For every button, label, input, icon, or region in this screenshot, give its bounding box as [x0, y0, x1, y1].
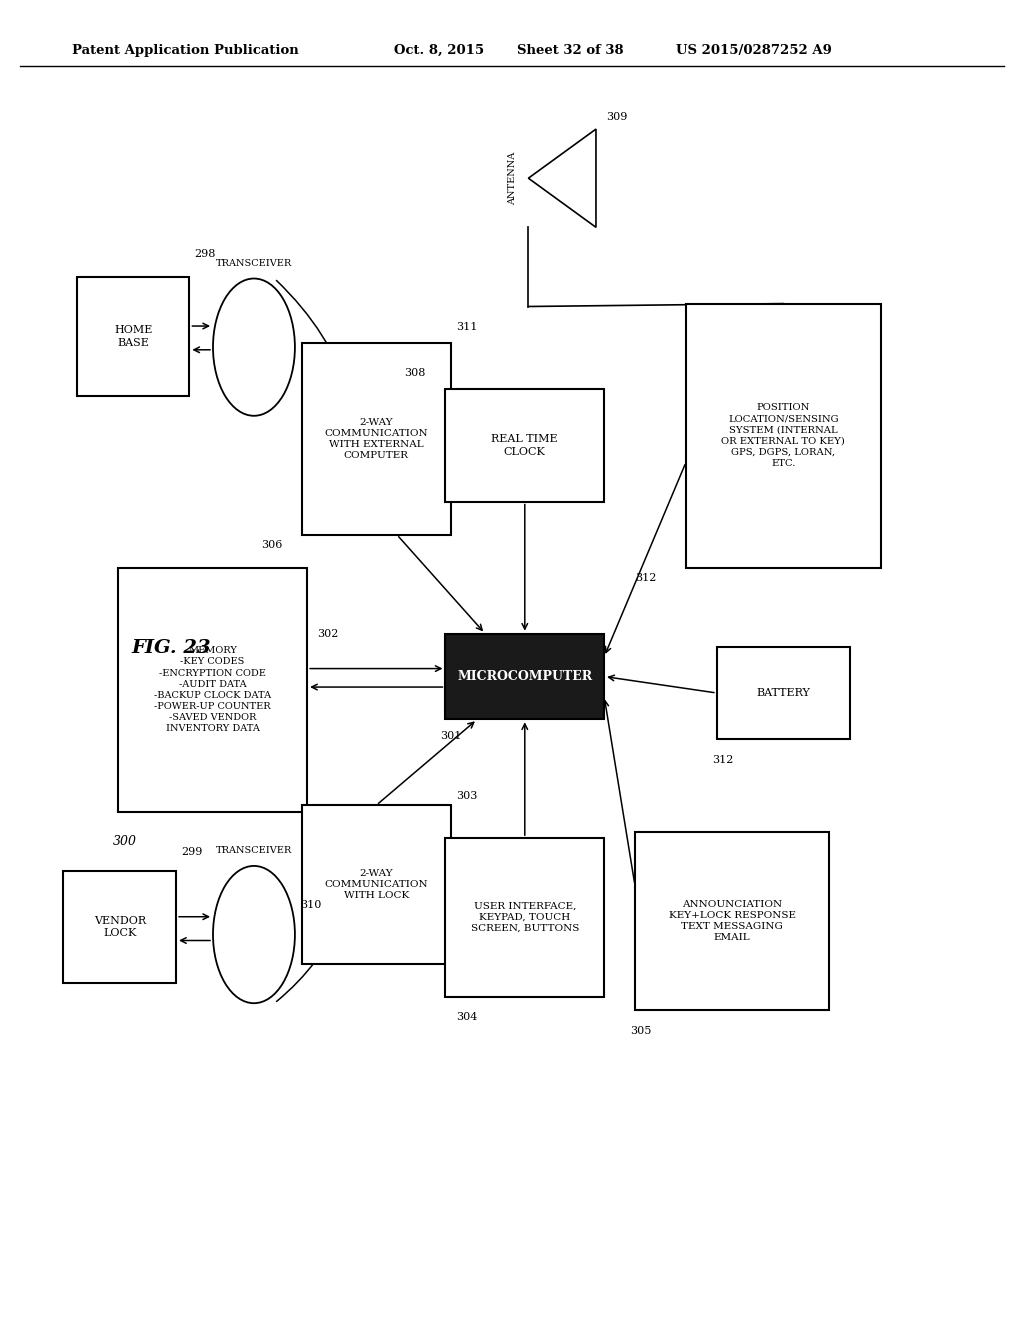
Text: ANTENNA: ANTENNA [509, 152, 517, 205]
Text: POSITION
LOCATION/SENSING
SYSTEM (INTERNAL
OR EXTERNAL TO KEY)
GPS, DGPS, LORAN,: POSITION LOCATION/SENSING SYSTEM (INTERN… [722, 404, 845, 467]
Text: MICROCOMPUTER: MICROCOMPUTER [458, 671, 592, 682]
Text: HOME
BASE: HOME BASE [114, 326, 153, 347]
Text: TRANSCEIVER: TRANSCEIVER [216, 259, 292, 268]
Bar [77, 277, 189, 396]
Polygon shape [528, 129, 596, 227]
Bar [445, 389, 604, 502]
Bar [302, 343, 451, 535]
Text: 306: 306 [261, 540, 283, 550]
Bar [686, 304, 881, 568]
Text: Patent Application Publication: Patent Application Publication [72, 44, 298, 57]
Text: MEMORY
-KEY CODES
-ENCRYPTION CODE
-AUDIT DATA
-BACKUP CLOCK DATA
-POWER-UP COUN: MEMORY -KEY CODES -ENCRYPTION CODE -AUDI… [154, 647, 271, 733]
Text: 304: 304 [456, 1012, 477, 1023]
Text: TRANSCEIVER: TRANSCEIVER [216, 846, 292, 855]
Bar [302, 805, 451, 964]
Text: 312: 312 [712, 755, 733, 766]
Text: 308: 308 [404, 368, 426, 379]
Bar [63, 871, 176, 983]
Text: VENDOR
LOCK: VENDOR LOCK [94, 916, 145, 939]
Text: 309: 309 [606, 112, 628, 123]
Bar [717, 647, 850, 739]
Text: 299: 299 [181, 847, 203, 858]
Text: 305: 305 [630, 1026, 651, 1036]
Bar [445, 634, 604, 719]
Text: 310: 310 [300, 900, 322, 911]
Text: 2-WAY
COMMUNICATION
WITH LOCK: 2-WAY COMMUNICATION WITH LOCK [325, 869, 428, 900]
Text: 302: 302 [317, 628, 339, 639]
Text: 300: 300 [113, 834, 136, 847]
Text: 311: 311 [456, 322, 477, 333]
Ellipse shape [213, 866, 295, 1003]
Text: 2-WAY
COMMUNICATION
WITH EXTERNAL
COMPUTER: 2-WAY COMMUNICATION WITH EXTERNAL COMPUT… [325, 417, 428, 461]
Text: 312: 312 [635, 573, 656, 583]
Text: FIG. 23: FIG. 23 [131, 639, 211, 657]
Text: 303: 303 [456, 791, 477, 801]
Ellipse shape [213, 279, 295, 416]
Text: Sheet 32 of 38: Sheet 32 of 38 [517, 44, 624, 57]
Text: 298: 298 [195, 249, 216, 260]
Text: ANNOUNCIATION
KEY+LOCK RESPONSE
TEXT MESSAGING
EMAIL: ANNOUNCIATION KEY+LOCK RESPONSE TEXT MES… [669, 899, 796, 942]
Bar [118, 568, 307, 812]
Text: REAL TIME
CLOCK: REAL TIME CLOCK [492, 434, 558, 457]
Text: Oct. 8, 2015: Oct. 8, 2015 [394, 44, 484, 57]
Text: 301: 301 [440, 731, 462, 742]
Bar [635, 832, 829, 1010]
Text: BATTERY: BATTERY [757, 688, 810, 698]
Text: USER INTERFACE,
KEYPAD, TOUCH
SCREEN, BUTTONS: USER INTERFACE, KEYPAD, TOUCH SCREEN, BU… [471, 902, 579, 933]
Text: US 2015/0287252 A9: US 2015/0287252 A9 [676, 44, 831, 57]
Bar [445, 838, 604, 997]
